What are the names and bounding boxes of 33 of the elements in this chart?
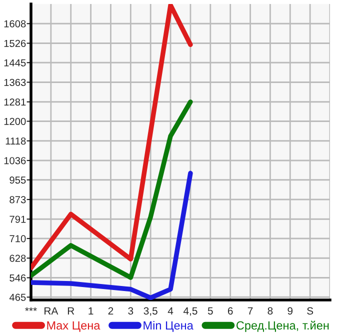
y-tick-label: 1036 [4, 157, 26, 164]
x-tick-label: 3 [128, 307, 134, 315]
x-tick-label: *** [25, 307, 37, 311]
y-tick-label: 1281 [4, 98, 26, 106]
y-tick-label: 1608 [4, 20, 26, 28]
x-tick-label: 1 [88, 307, 94, 314]
y-tick-label: 955 [10, 176, 26, 184]
x-tick-label: R [68, 307, 74, 314]
y-tick-label: 873 [10, 196, 26, 204]
y-tick-label: 465 [9, 294, 26, 301]
x-tick-label: 6 [228, 307, 233, 315]
x-tick-label: 2 [108, 307, 114, 314]
y-tick-label: 710 [10, 235, 26, 242]
y-tick-label: 1526 [4, 40, 26, 48]
y-tick-label: 1118 [6, 137, 26, 145]
y-tick-label: 1200 [4, 118, 26, 126]
legend-label: Max Цена [47, 321, 100, 332]
x-tick-label: 4 [168, 307, 174, 314]
legend-label: Min Цена [144, 320, 194, 332]
x-tick-label: 7 [248, 307, 253, 314]
x-tick-label: S [307, 307, 314, 315]
x-tick-label: RA [44, 307, 58, 314]
legend-label: Сред.Цена, т.йен [236, 320, 329, 332]
y-tick-label: 1363 [4, 78, 26, 86]
y-tick-label: 546 [10, 274, 26, 282]
y-tick-label: 1445 [4, 59, 26, 66]
y-tick-label: 791 [10, 216, 26, 223]
y-tick-label: 628 [10, 254, 26, 262]
x-tick-label: 3,5 [144, 307, 158, 316]
x-tick-label: 9 [288, 307, 293, 315]
x-tick-label: 5 [208, 307, 213, 315]
x-tick-label: 4,5 [183, 307, 198, 316]
x-tick-label: 8 [268, 307, 273, 315]
